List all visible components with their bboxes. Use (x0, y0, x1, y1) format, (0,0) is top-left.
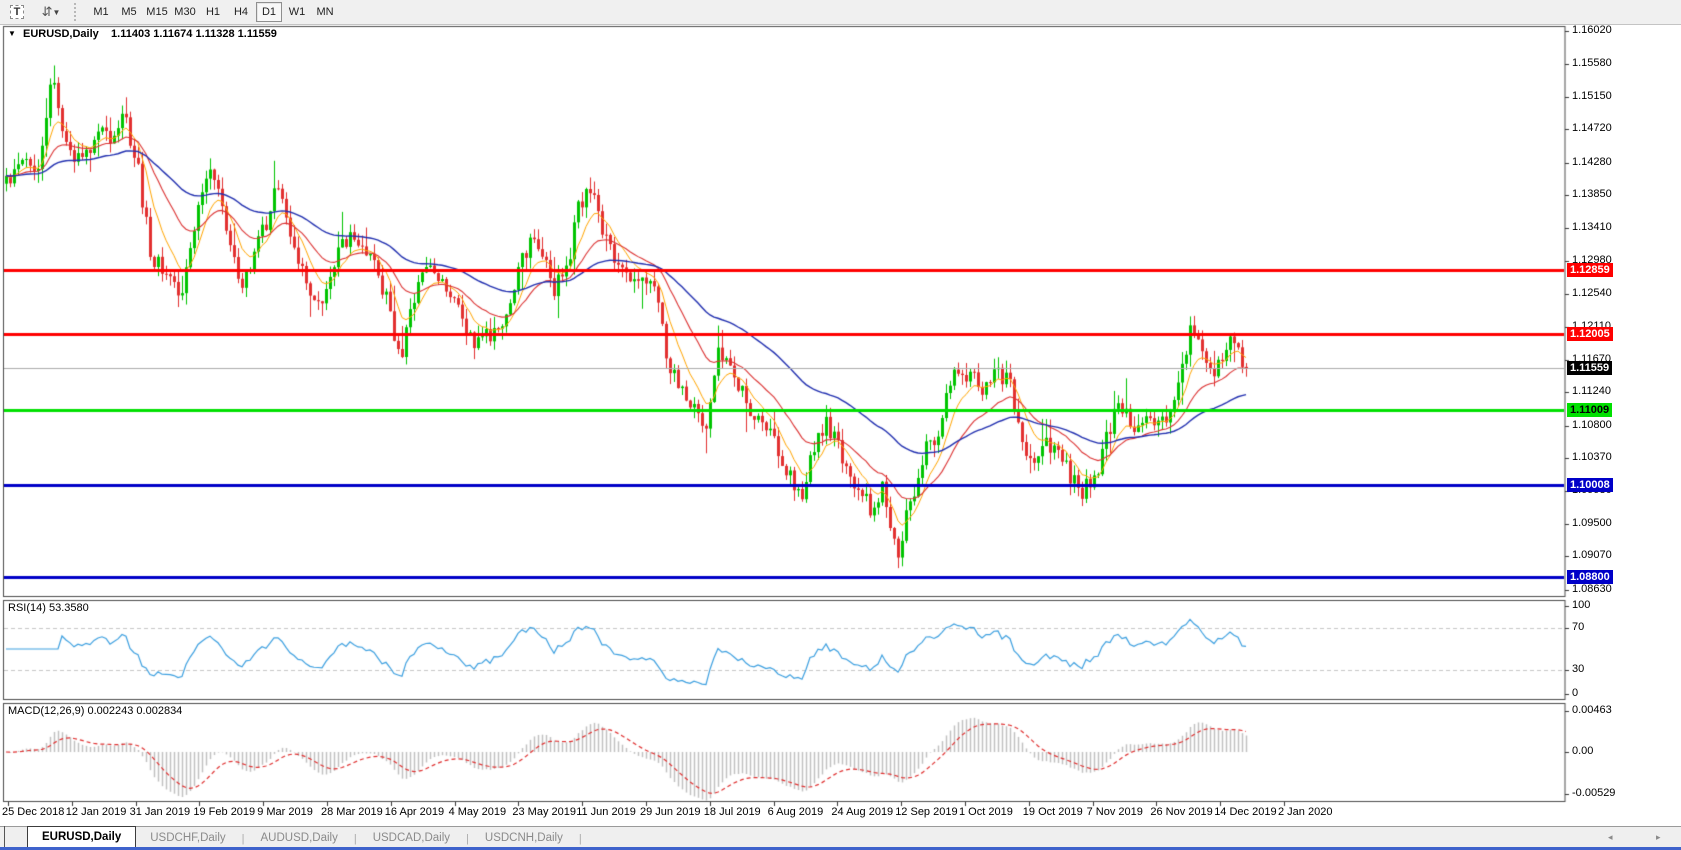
macd-axis-label: 0.00463 (1572, 704, 1612, 717)
date-tick-label: 31 Jan 2019 (129, 806, 191, 818)
price-level-badge: 1.11009 (1567, 402, 1613, 417)
timeframe-button-m5[interactable]: M5 (121, 6, 137, 18)
date-tick-label: 18 Jul 2019 (703, 806, 761, 818)
timeframe-button-m15[interactable]: M15 (146, 6, 168, 18)
macd-values: 0.002243 0.002834 (87, 705, 183, 717)
axis-tick-label: 1.14720 (1572, 122, 1612, 135)
arrows-tool-icon: ⇵ (41, 4, 53, 19)
tab-usdcnh[interactable]: USDCNH,Daily (484, 831, 563, 844)
tab-usdchf[interactable]: USDCHF,Daily (150, 831, 226, 844)
date-tick-label: 12 Jan 2019 (65, 806, 127, 818)
arrows-tool-button[interactable]: ⇵ ▼ (34, 2, 68, 22)
date-tick-label: 29 Jun 2019 (640, 806, 701, 818)
macd-label: MACD(12,26,9) 0.002243 0.002834 (8, 705, 183, 717)
tab-scroll-left-icon[interactable]: ◂ (1608, 832, 1613, 842)
chevron-down-icon: ▼ (52, 7, 61, 17)
macd-axis-label: -0.00529 (1572, 787, 1616, 799)
date-tick-label: 14 Dec 2019 (1214, 806, 1277, 818)
date-tick-label: 19 Oct 2019 (1022, 806, 1083, 818)
chart-tabbar: EURUSD,Daily USDCHF,Daily | AUDUSD,Daily | US… (0, 826, 1681, 847)
timeframe-button-h1[interactable]: H1 (205, 6, 221, 18)
timeframe-button-m30[interactable]: M30 (174, 6, 196, 18)
window-bottom-edge (0, 847, 1681, 850)
axis-tick-label: 1.09500 (1572, 516, 1612, 529)
tab-separator: | (241, 833, 245, 845)
date-tick-label: 6 Aug 2019 (767, 806, 824, 818)
price-level-badge: 1.12005 (1567, 327, 1613, 342)
tab-separator: | (578, 833, 582, 845)
rsi-axis-label: 0 (1572, 687, 1579, 699)
tabbar-notch (0, 826, 5, 847)
axis-tick-label: 1.14280 (1572, 155, 1612, 168)
date-tick-label: 24 Aug 2019 (831, 806, 894, 818)
timeframe-button-h4[interactable]: H4 (233, 6, 249, 18)
top-toolbar: T ⇵ ▼ M1 M5 M15 M30 H1 H4 D1 W1 MN (0, 0, 1681, 25)
price-level-badge: 1.10008 (1567, 478, 1613, 493)
chart-symbol: EURUSD,Daily (22, 28, 99, 40)
timeframe-button-mn[interactable]: MN (316, 6, 334, 18)
timeframe-button-w1[interactable]: W1 (288, 6, 306, 18)
axis-tick-label: 1.08630 (1572, 582, 1612, 595)
axis-tick-label: 1.12980 (1572, 253, 1612, 266)
toolbar-separator (74, 3, 81, 21)
text-tool-button[interactable]: T (6, 2, 28, 22)
timeframe-button-d1[interactable]: D1 (256, 2, 282, 22)
date-tick-label: 4 May 2019 (448, 806, 507, 818)
date-tick-label: 11 Jun 2019 (576, 806, 636, 818)
date-tick-label: 12 Sep 2019 (895, 806, 958, 818)
date-tick-label: 25 Dec 2018 (2, 806, 65, 818)
chart-canvas[interactable] (0, 24, 1681, 826)
current-price-badge: 1.11559 (1567, 361, 1613, 376)
rsi-label: RSI(14) 53.3580 (8, 602, 89, 614)
axis-tick-label: 1.10800 (1572, 418, 1612, 431)
text-tool-icon: T (9, 5, 25, 19)
date-tick-label: 9 Mar 2019 (257, 806, 313, 818)
date-tick-label: 16 Apr 2019 (384, 806, 445, 818)
axis-tick-label: 1.16020 (1572, 24, 1612, 36)
date-tick-label: 19 Feb 2019 (193, 806, 256, 818)
axis-tick-label: 1.09070 (1572, 549, 1612, 562)
axis-tick-label: 1.12540 (1572, 287, 1612, 300)
tab-eurusd[interactable]: EURUSD,Daily (27, 826, 137, 847)
date-tick-label: 28 Mar 2019 (321, 806, 383, 818)
axis-tick-label: 1.13410 (1572, 221, 1612, 234)
date-tick-label: 23 May 2019 (512, 806, 576, 818)
macd-axis-label: 0.00 (1572, 745, 1594, 757)
axis-tick-label: 1.15580 (1572, 57, 1612, 70)
rsi-axis-label: 30 (1572, 663, 1585, 675)
axis-tick-label: 1.15150 (1572, 89, 1612, 102)
chart-ohlc-values: 1.11403 1.11674 1.11328 1.11559 (111, 28, 277, 40)
collapse-triangle-icon[interactable]: ▼ (8, 29, 16, 38)
date-tick-label: 7 Nov 2019 (1086, 806, 1143, 818)
tab-separator: | (353, 833, 357, 845)
axis-tick-label: 1.11240 (1572, 385, 1611, 398)
axis-tick-label: 1.13850 (1572, 188, 1612, 201)
timeframe-button-m1[interactable]: M1 (93, 6, 109, 18)
chart-title: ▼ EURUSD,Daily 1.11403 1.11674 1.11328 1… (8, 28, 277, 40)
price-level-badge: 1.12859 (1567, 262, 1613, 277)
tab-usdcad[interactable]: USDCAD,Daily (372, 831, 451, 844)
rsi-value: 53.3580 (48, 602, 89, 614)
axis-tick-label: 1.10370 (1572, 451, 1612, 464)
date-tick-label: 2 Jan 2020 (1278, 806, 1333, 818)
tab-audusd[interactable]: AUDUSD,Daily (260, 831, 338, 844)
date-tick-label: 1 Oct 2019 (959, 806, 1013, 818)
rsi-axis-label: 100 (1572, 599, 1591, 611)
rsi-axis-label: 70 (1572, 621, 1585, 633)
price-level-badge: 1.08800 (1567, 569, 1613, 584)
date-tick-label: 26 Nov 2019 (1150, 806, 1213, 818)
tab-scroll-right-icon[interactable]: ▸ (1656, 832, 1661, 842)
tab-separator: | (466, 833, 469, 845)
